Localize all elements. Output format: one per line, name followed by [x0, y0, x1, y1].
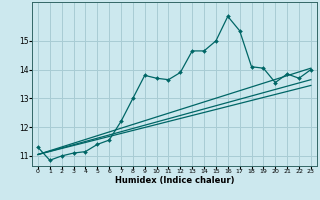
X-axis label: Humidex (Indice chaleur): Humidex (Indice chaleur) — [115, 176, 234, 185]
